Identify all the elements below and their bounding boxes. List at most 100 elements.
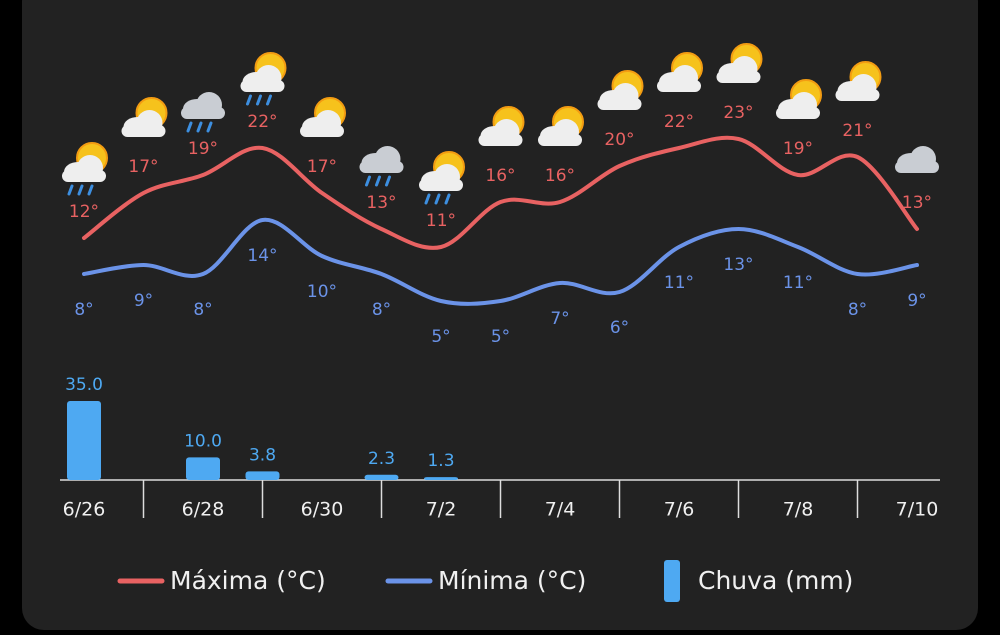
rain-drop (87, 184, 94, 196)
cloud (895, 161, 939, 173)
value-label: 13° (366, 193, 396, 213)
rain-drop (434, 193, 441, 205)
value-label: 11° (426, 211, 456, 231)
rain-drop (186, 121, 193, 133)
rain-drop (444, 193, 451, 205)
x-tick-label: 6/30 (301, 499, 344, 521)
weather-icon (359, 146, 404, 187)
value-label: 17° (307, 157, 337, 177)
x-tick-label: 6/26 (63, 499, 106, 521)
cloud (657, 80, 701, 92)
cloud (121, 125, 166, 137)
value-label: 10.0 (184, 431, 222, 451)
value-label: 12° (69, 202, 99, 222)
x-tick-label: 7/2 (426, 499, 457, 521)
value-label: 11° (783, 273, 813, 293)
value-label: 20° (604, 130, 634, 150)
value-label: 17° (128, 157, 158, 177)
cloud (62, 170, 106, 182)
value-label: 22° (664, 112, 694, 132)
weather-icon (121, 97, 168, 137)
bar (364, 474, 399, 480)
cloud (240, 80, 285, 92)
legend-label: Chuva (mm) (698, 566, 853, 595)
value-label: 5° (431, 327, 450, 347)
value-label: 8° (372, 300, 391, 320)
value-label: 22° (247, 112, 277, 132)
value-label: 1.3 (427, 451, 454, 471)
value-label: 3.8 (249, 445, 276, 465)
value-label: 8° (193, 300, 212, 320)
weather-icon (62, 142, 108, 196)
value-label: 7° (550, 309, 569, 329)
value-label: 13° (902, 193, 932, 213)
value-label: 11° (664, 273, 694, 293)
weather-icon (835, 61, 882, 101)
legend-label: Mínima (°C) (438, 566, 586, 595)
weather-icon (597, 70, 644, 110)
value-label: 13° (723, 255, 753, 275)
rain-drop (424, 193, 431, 205)
cloud (776, 107, 820, 119)
rain-drop (77, 184, 84, 196)
cloud (419, 179, 463, 191)
weather-icon (657, 52, 703, 92)
weather-icon (419, 151, 465, 205)
value-label: 21° (842, 121, 872, 141)
weather-icon (895, 146, 939, 173)
cloud (835, 89, 880, 101)
rain-drop (67, 184, 74, 196)
x-tick-label: 7/6 (664, 499, 695, 521)
x-tick-label: 7/8 (783, 499, 814, 521)
value-label: 8° (74, 300, 93, 320)
cloud (359, 161, 404, 173)
rain-drop (375, 175, 381, 187)
weather-icon (538, 106, 584, 146)
value-label: 9° (907, 291, 926, 311)
cloud (597, 98, 642, 110)
rain-drop (206, 121, 213, 133)
weather-icon (181, 92, 225, 133)
cloud (181, 107, 225, 119)
value-label: 6° (610, 318, 629, 338)
x-tick-label: 6/28 (182, 499, 225, 521)
weather-icon (300, 97, 346, 137)
rain-drop (365, 175, 371, 187)
value-label: 35.0 (65, 375, 103, 395)
value-label: 19° (188, 139, 218, 159)
rain-drop (246, 94, 252, 106)
cloud (300, 125, 344, 137)
value-label: 16° (545, 166, 575, 186)
bar (186, 457, 220, 480)
value-label: 23° (723, 103, 753, 123)
value-label: 2.3 (368, 449, 395, 469)
cloud (538, 134, 582, 146)
rain-drop (256, 94, 262, 106)
weather-icon (716, 43, 763, 83)
legend-swatch (664, 560, 680, 602)
weather-icon (478, 106, 525, 146)
value-label: 16° (485, 166, 515, 186)
value-label: 14° (247, 246, 277, 266)
bar (67, 401, 101, 480)
rain-drop (385, 175, 391, 187)
card (22, 0, 978, 630)
line (82, 135, 919, 250)
bar (424, 477, 458, 480)
value-label: 9° (134, 291, 153, 311)
cloud (478, 134, 523, 146)
line (82, 217, 919, 306)
x-tick-label: 7/4 (545, 499, 576, 521)
value-label: 8° (848, 300, 867, 320)
legend-label: Máxima (°C) (170, 566, 326, 595)
value-label: 10° (307, 282, 337, 302)
rain-drop (266, 94, 272, 106)
cloud (716, 71, 761, 83)
value-label: 19° (783, 139, 813, 159)
value-label: 5° (491, 327, 510, 347)
weather-icon (776, 79, 822, 119)
bar (245, 471, 280, 480)
rain-drop (196, 121, 203, 133)
x-tick-label: 7/10 (896, 499, 939, 521)
